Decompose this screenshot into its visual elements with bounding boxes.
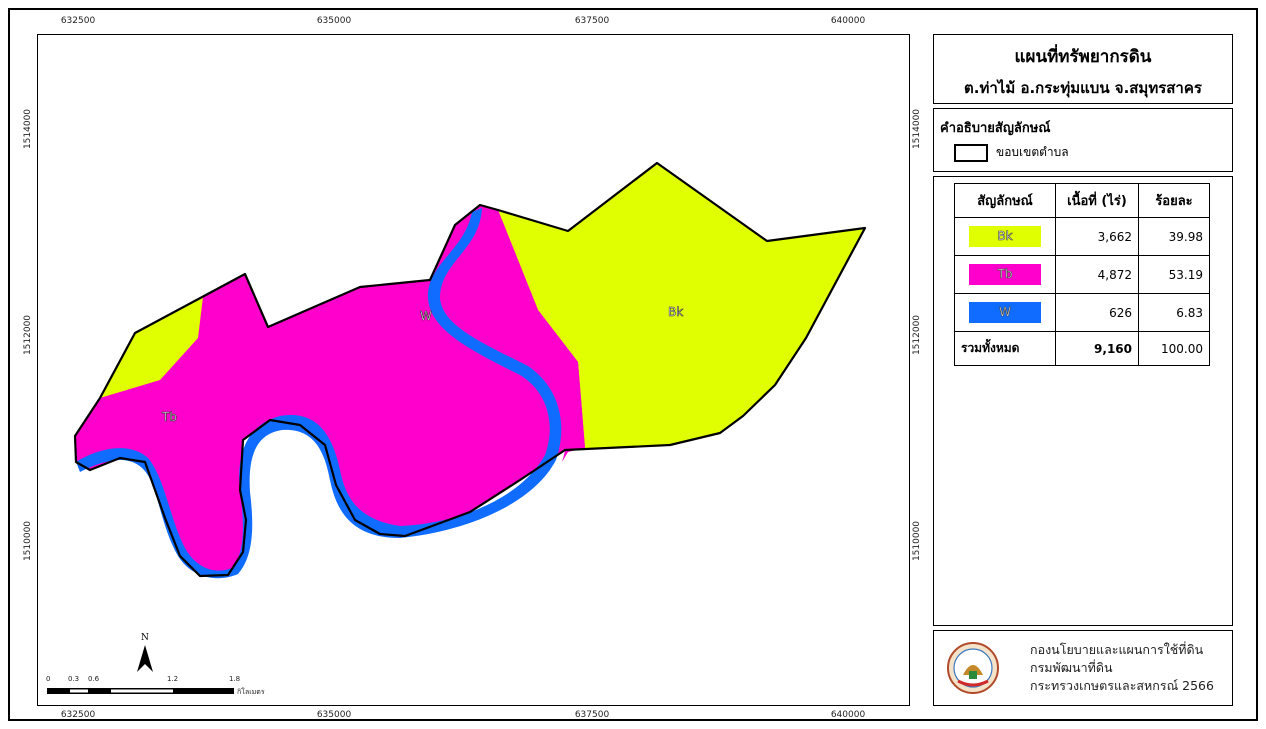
area-value: 4,872 [1055, 255, 1139, 294]
north-label: N [141, 633, 149, 643]
map-label-w: W [420, 309, 432, 323]
bottom-easting-label: 637500 [574, 710, 610, 720]
top-easting-label: 640000 [830, 16, 866, 26]
credit-text: กองนโยบายและแผนการใช้ที่ดิน กรมพัฒนาที่ด… [1030, 641, 1214, 695]
legend-heading: คำอธิบายสัญลักษณ์ [940, 121, 1051, 136]
map-label-bk: Bk [668, 305, 683, 319]
percent-value: 53.19 [1138, 255, 1210, 294]
area-value: 3,662 [1055, 217, 1139, 256]
bottom-easting-label: 635000 [316, 710, 352, 720]
scale-unit: กิโลเมตร [237, 687, 265, 696]
col-header: เนื้อที่ (ไร่) [1055, 183, 1139, 218]
scale-tick: 1.8 [229, 675, 240, 683]
map-title: แผนที่ทรัพยากรดิน [1014, 47, 1152, 67]
area-value: 626 [1055, 293, 1139, 332]
scale-tick: 0.3 [68, 675, 79, 683]
scale-tick: 1.2 [167, 675, 178, 683]
legend-panel: คำอธิบายสัญลักษณ์ ขอบเขตตำบล [933, 108, 1233, 172]
title-panel: แผนที่ทรัพยากรดิน ต.ท่าไม้ อ.กระทุ่มแบน … [933, 34, 1233, 104]
symbol-swatch-bk: Bk [969, 226, 1041, 247]
table-row: W 626 6.83 [954, 293, 1210, 332]
top-easting-label: 632500 [60, 16, 96, 26]
soil-unit-tb-meander[interactable] [452, 210, 585, 462]
bottom-easting-label: 632500 [60, 710, 96, 720]
top-easting-label: 637500 [574, 16, 610, 26]
table-total-row: รวมทั้งหมด 9,160 100.00 [954, 331, 1210, 366]
table-header-row: สัญลักษณ์ เนื้อที่ (ไร่) ร้อยละ [954, 183, 1210, 218]
ldd-seal-icon [947, 642, 999, 694]
symbol-swatch-tb: Tb [969, 264, 1041, 285]
area-table-panel: สัญลักษณ์ เนื้อที่ (ไร่) ร้อยละ Bk 3,662… [933, 176, 1233, 626]
col-header: สัญลักษณ์ [954, 183, 1056, 218]
boundary-swatch [954, 143, 988, 162]
percent-value: 39.98 [1138, 217, 1210, 256]
symbol-swatch-w: W [969, 302, 1041, 323]
credit-line: กระทรวงเกษตรและสหกรณ์ 2566 [1030, 678, 1214, 693]
north-arrow-icon: N [137, 633, 153, 672]
total-area: 9,160 [1055, 331, 1139, 366]
scale-tick: 0.6 [88, 675, 100, 683]
total-label: รวมทั้งหมด [954, 331, 1056, 366]
map-sheet-frame [8, 8, 1258, 721]
bottom-easting-label: 640000 [830, 710, 866, 720]
subdistrict-boundary [73, 161, 867, 578]
credit-panel: กองนโยบายและแผนการใช้ที่ดิน กรมพัฒนาที่ด… [933, 630, 1233, 706]
total-percent: 100.00 [1138, 331, 1210, 366]
percent-value: 6.83 [1138, 293, 1210, 332]
area-table: สัญลักษณ์ เนื้อที่ (ไร่) ร้อยละ Bk 3,662… [954, 183, 1210, 366]
map-subtitle: ต.ท่าไม้ อ.กระทุ่มแบน จ.สมุทรสาคร [964, 79, 1202, 97]
scale-tick: 0 [46, 675, 50, 683]
map-label-tb: Tb [161, 410, 177, 424]
top-easting-label: 635000 [316, 16, 352, 26]
legend-item-boundary: ขอบเขตตำบล [954, 143, 1069, 162]
table-row: Tb 4,872 53.19 [954, 255, 1210, 294]
credit-line: กรมพัฒนาที่ดิน [1030, 660, 1113, 675]
col-header: ร้อยละ [1138, 183, 1210, 218]
credit-line: กองนโยบายและแผนการใช้ที่ดิน [1030, 642, 1204, 657]
legend-label: ขอบเขตตำบล [996, 145, 1069, 159]
scale-bar: 0 0.3 0.6 1.2 1.8 กิโลเมตร [46, 675, 265, 696]
soil-unit-w-river[interactable] [76, 208, 562, 579]
table-row: Bk 3,662 39.98 [954, 217, 1210, 256]
